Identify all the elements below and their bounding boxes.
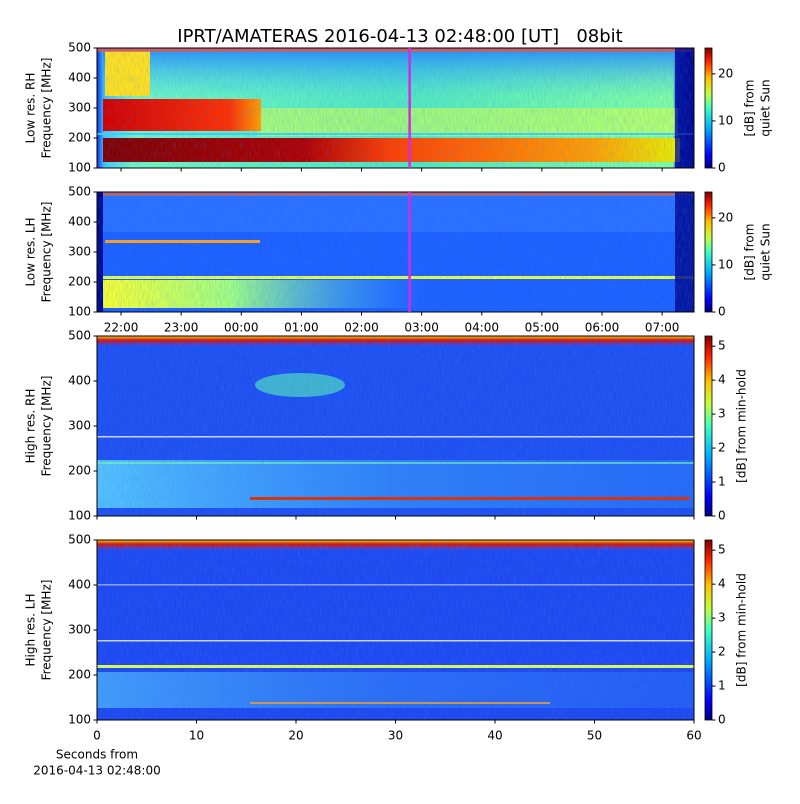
x-tick-label: 03:00 — [404, 321, 439, 335]
colorbar — [704, 47, 713, 169]
x-tick-label: 00:00 — [224, 321, 259, 335]
colorbar-tick-label: 0 — [718, 509, 726, 523]
colorbar-tick-label: 5 — [718, 339, 726, 353]
x-tick-label: 05:00 — [525, 321, 560, 335]
figure-title: IPRT/AMATERAS 2016-04-13 02:48:00 [UT] 0… — [177, 26, 622, 47]
x-tick-label: 07:00 — [645, 321, 680, 335]
y-tick-label: 500 — [68, 329, 91, 343]
colorbar-tick-label: 20 — [718, 66, 733, 80]
colorbar-tick-label: 0 — [718, 161, 726, 175]
x-tick-label: 22:00 — [104, 321, 139, 335]
y-tick-label: 100 — [68, 305, 91, 319]
y-tick-label: 400 — [68, 215, 91, 229]
y-tick-label: 100 — [68, 713, 91, 727]
colorbar-tick-label: 5 — [718, 543, 726, 557]
colorbar-tick-label: 2 — [718, 441, 726, 455]
y-tick-label: 500 — [68, 533, 91, 547]
colorbar — [704, 335, 713, 517]
colorbar-tick-label: 1 — [718, 475, 726, 489]
colorbar-tick-label: 0 — [718, 713, 726, 727]
colorbar-tick-label: 0 — [718, 305, 726, 319]
x-tick-label: 0 — [93, 729, 101, 743]
colorbar-label: [dB] from — [743, 224, 757, 281]
x-tick-label: 40 — [487, 729, 502, 743]
y-axis-label: High res. RH — [24, 389, 38, 464]
x-tick-label: 10 — [189, 729, 204, 743]
x-axis-label: Seconds from — [56, 748, 138, 762]
spectrogram-image — [97, 540, 694, 720]
y-tick-label: 500 — [68, 185, 91, 199]
x-tick-label: 01:00 — [284, 321, 319, 335]
y-axis-label: High res. LH — [24, 593, 38, 666]
y-tick-label: 200 — [68, 131, 91, 145]
colorbar-label: [dB] from min-hold — [735, 573, 749, 687]
colorbar-tick-label: 2 — [718, 645, 726, 659]
y-tick-label: 300 — [68, 245, 91, 259]
colorbar — [704, 191, 713, 313]
colorbar — [704, 539, 713, 721]
y-tick-label: 400 — [68, 71, 91, 85]
colorbar-label: [dB] from min-hold — [735, 369, 749, 483]
y-axis-label: Frequency [MHz] — [40, 376, 54, 477]
x-tick-label: 04:00 — [464, 321, 499, 335]
colorbar-tick-label: 20 — [718, 210, 733, 224]
x-tick-label: 60 — [686, 729, 701, 743]
x-tick-label: 06:00 — [585, 321, 620, 335]
spectrogram-image — [97, 48, 694, 168]
x-tick-label: 50 — [587, 729, 602, 743]
x-tick-label: 20 — [288, 729, 303, 743]
y-axis-label: Frequency [MHz] — [40, 202, 54, 303]
y-tick-label: 300 — [68, 419, 91, 433]
y-tick-label: 200 — [68, 464, 91, 478]
colorbar-tick-label: 3 — [718, 407, 726, 421]
y-tick-label: 300 — [68, 623, 91, 637]
y-tick-label: 200 — [68, 668, 91, 682]
x-tick-label: 02:00 — [344, 321, 379, 335]
y-tick-label: 100 — [68, 161, 91, 175]
y-axis-label: Low res. LH — [24, 217, 38, 286]
y-tick-label: 400 — [68, 578, 91, 592]
colorbar-label: quiet Sun — [759, 79, 773, 136]
y-axis-label: Frequency [MHz] — [40, 58, 54, 159]
colorbar-tick-label: 1 — [718, 679, 726, 693]
x-tick-label: 23:00 — [164, 321, 199, 335]
y-tick-label: 100 — [68, 509, 91, 523]
x-tick-label: 30 — [388, 729, 403, 743]
y-tick-label: 200 — [68, 275, 91, 289]
colorbar-tick-label: 4 — [718, 577, 726, 591]
x-axis-label: 2016-04-13 02:48:00 — [33, 764, 160, 778]
y-tick-label: 300 — [68, 101, 91, 115]
spectrogram-image — [97, 192, 694, 312]
y-tick-label: 400 — [68, 374, 91, 388]
y-axis-label: Low res. RH — [24, 73, 38, 144]
colorbar-tick-label: 10 — [718, 113, 733, 127]
y-tick-label: 500 — [68, 41, 91, 55]
colorbar-label: quiet Sun — [759, 223, 773, 280]
colorbar-tick-label: 4 — [718, 373, 726, 387]
colorbar-tick-label: 10 — [718, 257, 733, 271]
colorbar-label: [dB] from — [743, 80, 757, 137]
spectrogram-image — [97, 336, 694, 516]
colorbar-tick-label: 3 — [718, 611, 726, 625]
y-axis-label: Frequency [MHz] — [40, 580, 54, 681]
